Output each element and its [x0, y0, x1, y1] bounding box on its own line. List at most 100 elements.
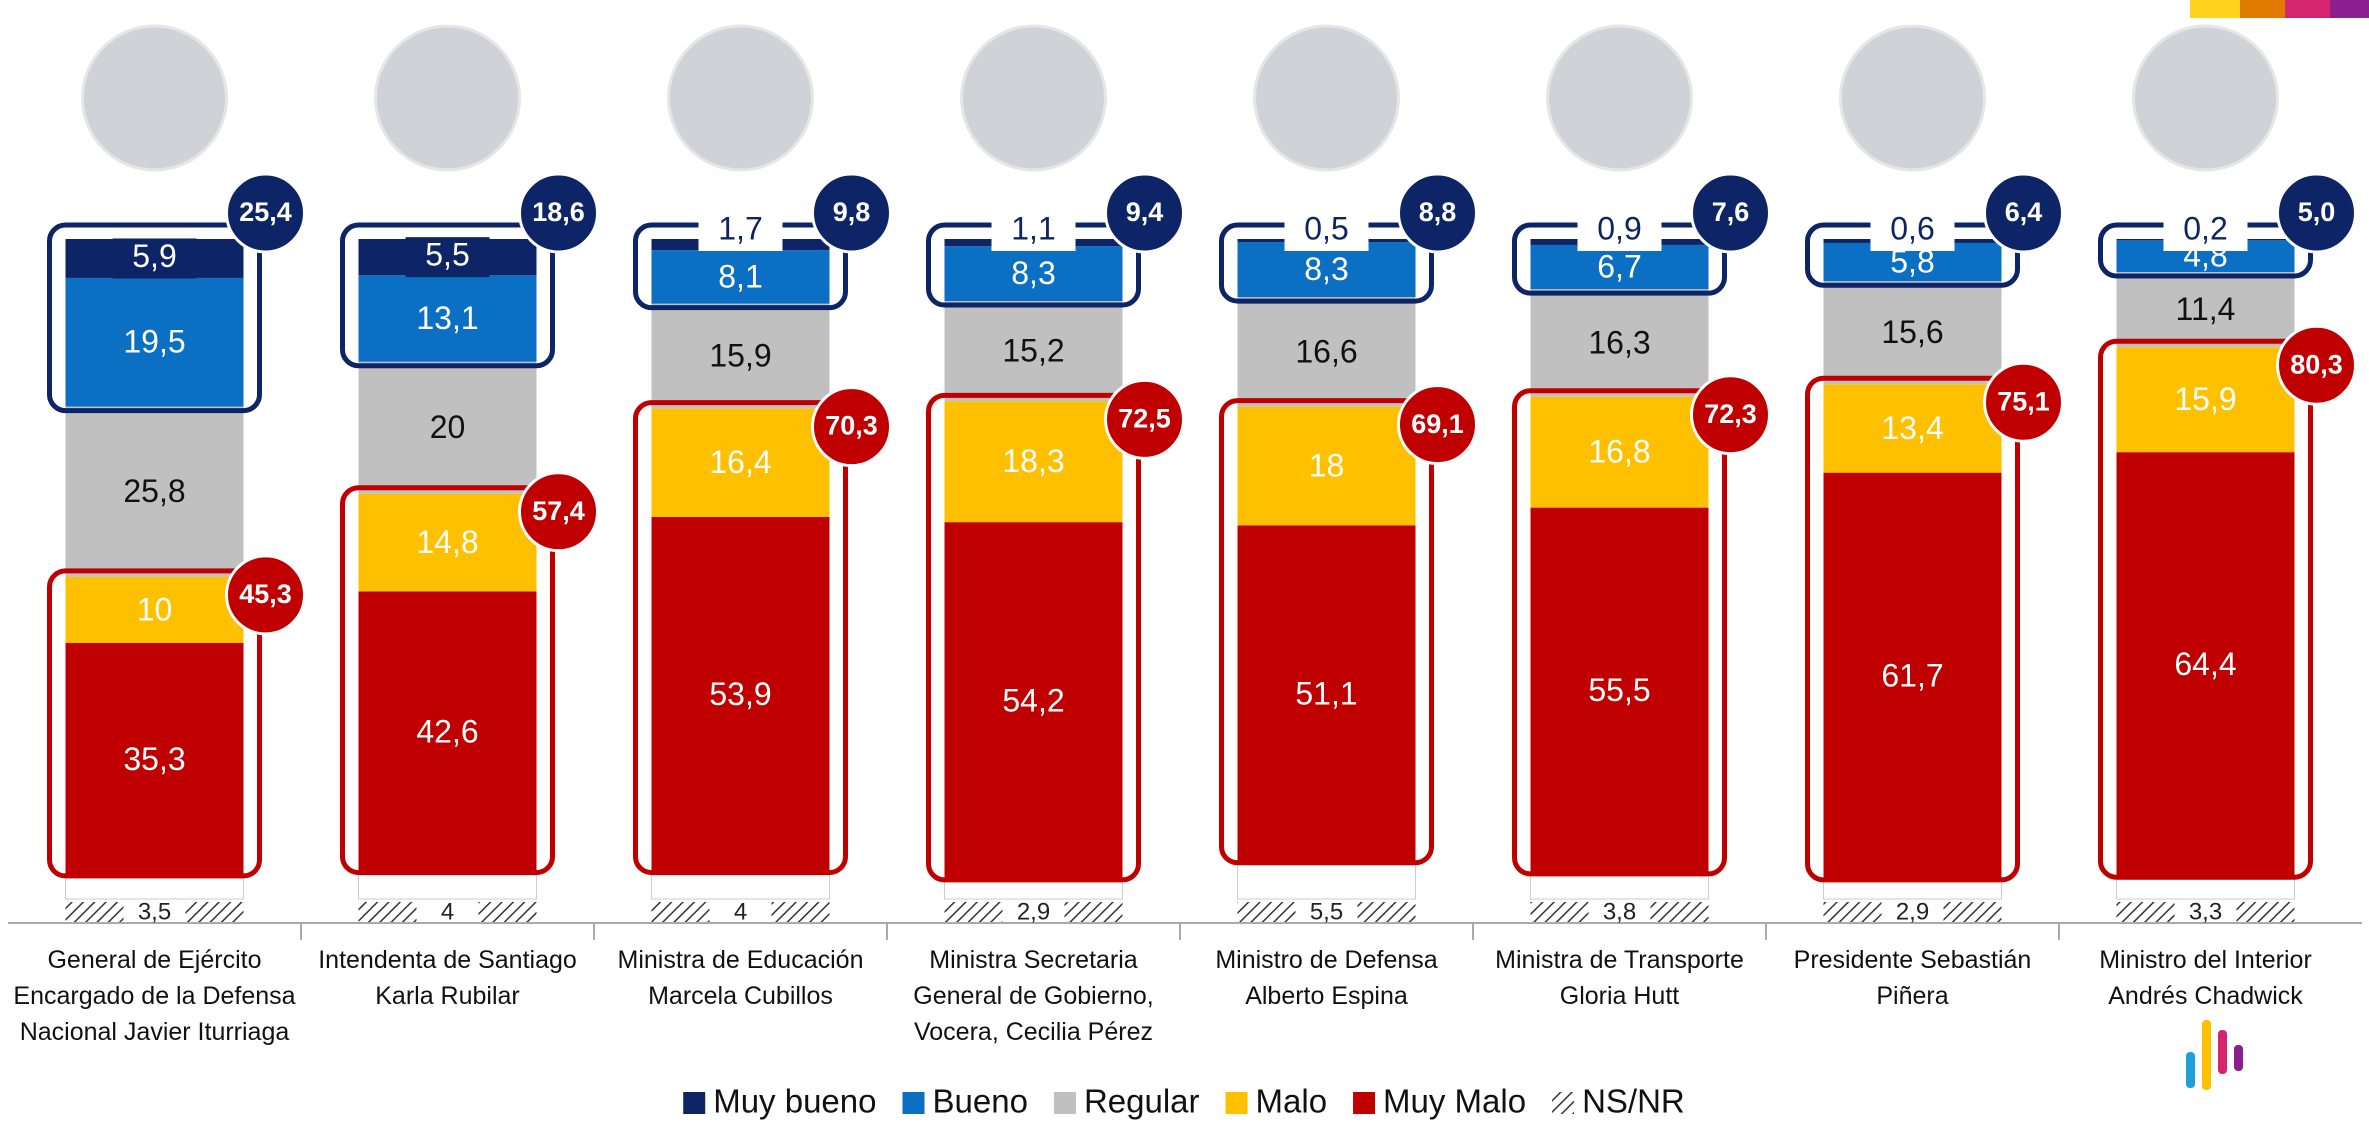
value-label: 10 [137, 591, 173, 627]
bar-segment [359, 873, 537, 899]
portrait [83, 26, 227, 170]
legend-label: Muy Malo [1383, 1083, 1526, 1120]
total-label: 9,4 [1126, 197, 1164, 227]
value-label: 18,3 [1002, 443, 1064, 479]
legend-label: Malo [1256, 1083, 1328, 1120]
hatch-left [1824, 902, 1882, 922]
value-label: 55,5 [1588, 672, 1650, 708]
hatch-left [2117, 902, 2175, 922]
value-label: 3,5 [138, 898, 171, 925]
value-label: 64,4 [2174, 646, 2236, 682]
value-label: 4 [734, 898, 747, 925]
value-label: 54,2 [1002, 682, 1064, 718]
category-label: Ministra Secretaria General de Gobierno,… [889, 942, 1179, 1050]
value-label: 18 [1309, 447, 1345, 483]
portrait [962, 26, 1106, 170]
hatch-left [66, 902, 124, 922]
hatch-right [186, 902, 244, 922]
legend-swatch [903, 1092, 925, 1114]
value-label: 1,7 [718, 210, 762, 246]
value-label: 25,8 [123, 473, 185, 509]
value-label: 2,9 [1017, 898, 1050, 925]
total-label: 7,6 [1712, 197, 1750, 227]
hatch-right [1944, 902, 2002, 922]
total-label: 18,6 [532, 197, 585, 227]
value-label: 0,6 [1890, 210, 1934, 246]
total-label: 69,1 [1411, 409, 1464, 439]
value-label: 13,4 [1881, 410, 1943, 446]
value-label: 5,5 [425, 237, 469, 273]
bar-segment [1824, 880, 2002, 899]
hatch-left [1238, 902, 1296, 922]
legend-label: NS/NR [1582, 1083, 1685, 1120]
value-label: 61,7 [1881, 658, 1943, 694]
total-label: 80,3 [2290, 349, 2343, 379]
value-label: 8,1 [718, 258, 762, 294]
hatch-right [2237, 902, 2295, 922]
category-label: Ministra de Educación Marcela Cubillos [596, 942, 886, 1014]
value-label: 35,3 [123, 741, 185, 777]
legend: Muy bueno Bueno Regular Malo Muy Malo NS/NR [683, 1083, 1685, 1120]
value-label: 5,8 [1890, 244, 1934, 280]
value-label: 16,6 [1295, 333, 1357, 369]
page: {"chart_data": {"type": "stacked_bar", "… [0, 0, 2369, 1125]
total-label: 25,4 [239, 197, 292, 227]
portrait [2134, 26, 2278, 170]
total-label: 45,3 [239, 579, 292, 609]
corner-decoration [2190, 0, 2369, 18]
portrait [1841, 26, 1985, 170]
total-label: 5,0 [2298, 197, 2336, 227]
value-label: 0,5 [1304, 210, 1348, 246]
value-label: 4,8 [2183, 238, 2227, 274]
legend-swatch [1552, 1092, 1574, 1114]
category-label: Ministro de Defensa Alberto Espina [1182, 942, 1472, 1014]
value-label: 3,8 [1603, 898, 1636, 925]
category-label: Ministra de Transporte Gloria Hutt [1475, 942, 1765, 1014]
value-label: 14,8 [416, 524, 478, 560]
hatch-right [1651, 902, 1709, 922]
value-label: 11,4 [2176, 291, 2236, 327]
logo [2186, 1020, 2243, 1090]
value-label: 3,3 [2189, 898, 2222, 925]
value-label: 15,9 [709, 338, 771, 374]
value-label: 15,6 [1881, 314, 1943, 350]
hatch-right [1358, 902, 1416, 922]
hatch-right [479, 902, 537, 922]
portrait [1255, 26, 1399, 170]
hatch-right [1065, 902, 1123, 922]
portrait [669, 26, 813, 170]
legend-label: Muy bueno [713, 1083, 876, 1120]
hatch-right [772, 902, 830, 922]
portrait [376, 26, 520, 170]
legend-swatch [683, 1092, 705, 1114]
legend-label: Bueno [933, 1083, 1028, 1120]
category-label: Intendenta de Santiago Karla Rubilar [303, 942, 593, 1014]
bar-segment [1531, 874, 1709, 899]
total-label: 57,4 [532, 496, 585, 526]
total-label: 70,3 [825, 411, 878, 441]
value-label: 15,9 [2174, 381, 2236, 417]
value-label: 1,1 [1011, 210, 1055, 246]
hatch-left [652, 902, 710, 922]
value-label: 5,5 [1310, 898, 1343, 925]
value-label: 16,8 [1588, 434, 1650, 470]
value-label: 6,7 [1597, 249, 1641, 285]
legend-swatch [1226, 1092, 1248, 1114]
total-label: 8,8 [1419, 197, 1457, 227]
value-label: 20 [430, 409, 466, 445]
bar-segment [66, 876, 244, 899]
value-label: 16,4 [709, 444, 771, 480]
category-label: Ministro del Interior Andrés Chadwick [2061, 942, 2351, 1014]
bar-segment [945, 880, 1123, 899]
category-label: Presidente Sebastián Piñera [1768, 942, 2058, 1014]
category-label: General de Ejército Encargado de la Defe… [10, 942, 300, 1050]
legend-label: Regular [1084, 1083, 1200, 1120]
value-label: 8,3 [1304, 251, 1348, 287]
value-label: 4 [441, 898, 454, 925]
bar-segment [2117, 877, 2295, 899]
value-label: 13,1 [416, 300, 478, 336]
legend-swatch [1054, 1092, 1076, 1114]
portrait [1548, 26, 1692, 170]
total-label: 9,8 [833, 197, 871, 227]
value-label: 53,9 [709, 676, 771, 712]
